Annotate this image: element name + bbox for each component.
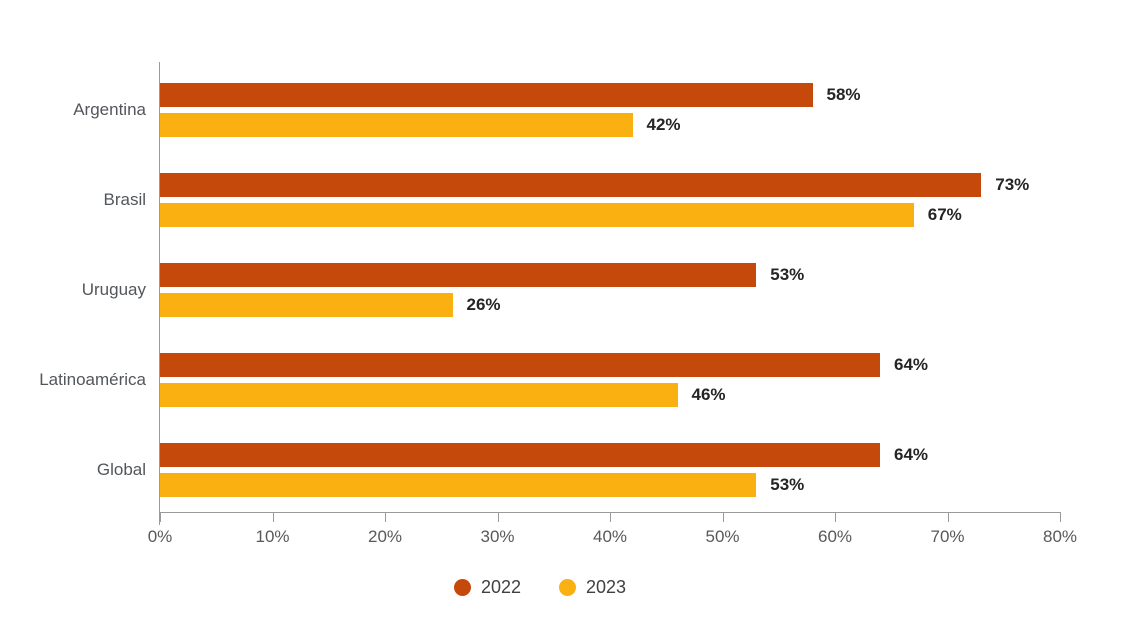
tick-label: 30%: [480, 527, 515, 546]
tick-label: 10%: [255, 527, 290, 546]
tick-label: 20%: [367, 527, 403, 546]
tick-label: 0%: [147, 527, 173, 546]
legend-item-2022: 2022: [453, 577, 521, 598]
value-label: 46%: [691, 385, 726, 404]
x-axis: [159, 512, 1061, 513]
tick-label: 70%: [930, 527, 965, 546]
bar-2022-Uruguay: [160, 263, 757, 287]
tick-mark: [1060, 513, 1061, 522]
legend-item-2023: 2023: [559, 577, 626, 598]
tick-mark: [947, 513, 949, 522]
bar-2022-Argentina: [160, 83, 813, 107]
value-label: 53%: [770, 265, 805, 284]
value-label: 42%: [646, 115, 681, 134]
category-label: Latinoamérica: [39, 370, 146, 389]
legend-swatch-icon: [559, 579, 576, 596]
value-label: 64%: [894, 445, 929, 464]
legend: 2022 2023: [0, 577, 1080, 598]
value-label: 73%: [995, 175, 1030, 194]
category-label: Uruguay: [81, 280, 146, 299]
bar-2023-Brasil: [160, 203, 914, 227]
category-label: Argentina: [73, 100, 146, 119]
bar-2022-Global: [160, 443, 880, 467]
value-label: 26%: [466, 295, 501, 314]
value-label: 64%: [894, 355, 929, 374]
value-label: 67%: [927, 205, 962, 224]
legend-swatch-icon: [453, 579, 471, 596]
category-label: Brasil: [103, 190, 146, 209]
value-label: 58%: [826, 85, 861, 104]
bar-2023-Uruguay: [160, 293, 453, 317]
tick-mark: [722, 513, 724, 522]
tick-label: 60%: [817, 527, 853, 546]
tick-mark: [610, 513, 611, 522]
bar-2023-Global: [160, 473, 757, 497]
y-axis: [159, 62, 160, 525]
tick-label: 80%: [1042, 527, 1078, 546]
tick-label: 40%: [592, 527, 628, 546]
bar-2023-Latinoamérica: [160, 383, 678, 407]
bar-2022-Brasil: [160, 173, 982, 197]
legend-label: 2023: [586, 577, 627, 597]
bar-2023-Argentina: [160, 113, 633, 137]
bar-2022-Latinoamérica: [160, 353, 880, 377]
tick-mark: [272, 513, 274, 522]
tick-mark: [385, 513, 386, 522]
tick-mark: [160, 513, 161, 522]
tick-mark: [497, 513, 499, 522]
value-label: 53%: [770, 475, 805, 494]
tick-label: 50%: [705, 527, 740, 546]
category-label: Global: [96, 460, 146, 479]
tick-mark: [835, 513, 836, 522]
legend-label: 2022: [480, 577, 521, 597]
